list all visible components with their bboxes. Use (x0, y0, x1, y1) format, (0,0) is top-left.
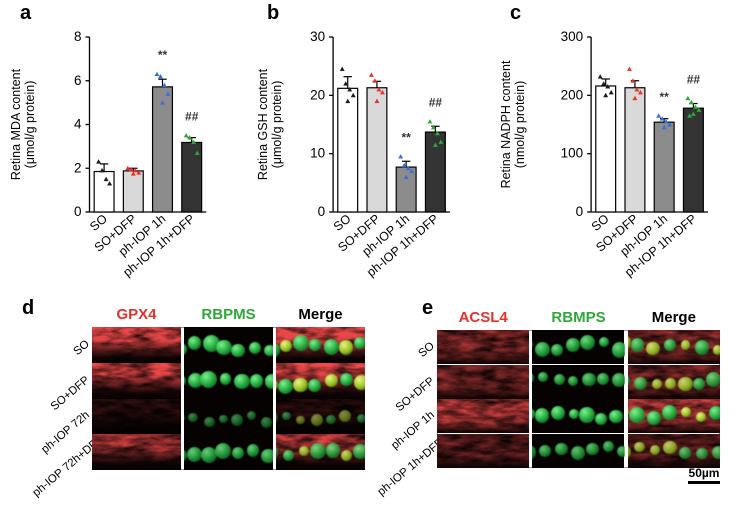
svg-text:200: 200 (561, 87, 584, 102)
svg-text:##: ## (687, 72, 701, 86)
svg-text:##: ## (429, 96, 443, 110)
svg-text:Retina MDA content: Retina MDA content (9, 68, 23, 180)
svg-text:300: 300 (561, 29, 584, 44)
svg-text:(μmol/g protein): (μmol/g protein) (23, 81, 37, 169)
svg-text:Retina GSH content: Retina GSH content (256, 68, 270, 180)
svg-text:0: 0 (318, 204, 326, 219)
svg-text:100: 100 (561, 146, 584, 161)
svg-text:30: 30 (310, 29, 325, 44)
svg-text:Retina NADPH content: Retina NADPH content (499, 60, 513, 188)
svg-text:**: ** (158, 48, 168, 62)
svg-text:0: 0 (576, 204, 584, 219)
svg-text:**: ** (401, 131, 411, 145)
svg-text:8: 8 (74, 29, 82, 44)
svg-text:(nmol/g protein): (nmol/g protein) (513, 81, 527, 169)
svg-text:10: 10 (310, 146, 325, 161)
svg-text:0: 0 (74, 204, 82, 219)
svg-text:4: 4 (74, 117, 82, 132)
svg-text:2: 2 (74, 160, 82, 175)
svg-text:(μmol/g protein): (μmol/g protein) (270, 81, 284, 169)
svg-text:##: ## (185, 109, 199, 123)
svg-text:6: 6 (74, 73, 82, 88)
svg-text:20: 20 (310, 87, 325, 102)
svg-text:**: ** (659, 90, 669, 104)
